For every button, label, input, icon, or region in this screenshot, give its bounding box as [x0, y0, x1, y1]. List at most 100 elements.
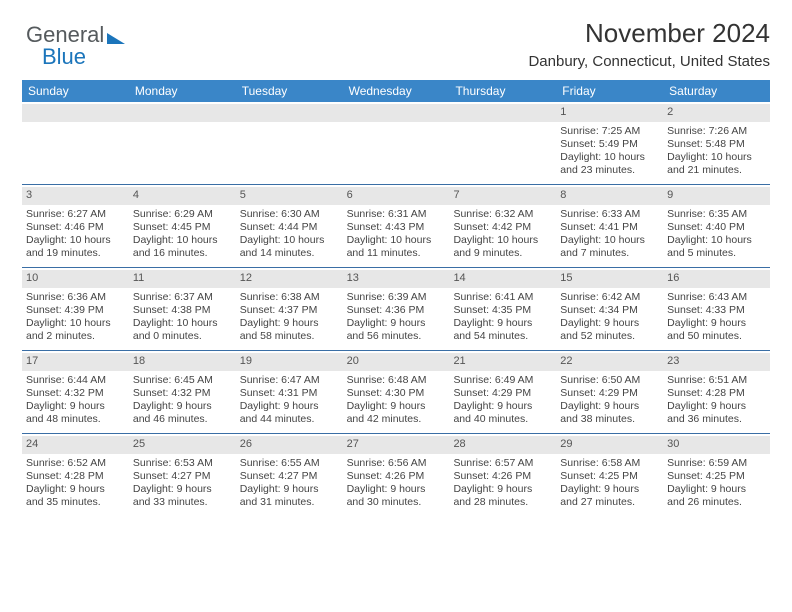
sunset-text: Sunset: 4:27 PM — [133, 470, 232, 483]
calendar-cell — [129, 102, 236, 184]
sunrise-text: Sunrise: 6:42 AM — [560, 291, 659, 304]
sunrise-text: Sunrise: 6:27 AM — [26, 208, 125, 221]
day-number: 16 — [663, 270, 770, 288]
daylight-text: Daylight: 9 hours and 40 minutes. — [453, 400, 552, 426]
day-number: 13 — [343, 270, 450, 288]
sunset-text: Sunset: 4:33 PM — [667, 304, 766, 317]
day-number: 10 — [22, 270, 129, 288]
sunset-text: Sunset: 4:29 PM — [560, 387, 659, 400]
daylight-text: Daylight: 9 hours and 31 minutes. — [240, 483, 339, 509]
dayhead-sun: Sunday — [22, 80, 129, 102]
sunset-text: Sunset: 4:28 PM — [667, 387, 766, 400]
calendar-cell: 11Sunrise: 6:37 AMSunset: 4:38 PMDayligh… — [129, 268, 236, 350]
calendar-cell: 14Sunrise: 6:41 AMSunset: 4:35 PMDayligh… — [449, 268, 556, 350]
daylight-text: Daylight: 9 hours and 42 minutes. — [347, 400, 446, 426]
daylight-text: Daylight: 9 hours and 52 minutes. — [560, 317, 659, 343]
sunrise-text: Sunrise: 6:38 AM — [240, 291, 339, 304]
sunset-text: Sunset: 5:49 PM — [560, 138, 659, 151]
sunrise-text: Sunrise: 6:58 AM — [560, 457, 659, 470]
day-number: 11 — [129, 270, 236, 288]
daylight-text: Daylight: 10 hours and 16 minutes. — [133, 234, 232, 260]
calendar-cell: 7Sunrise: 6:32 AMSunset: 4:42 PMDaylight… — [449, 185, 556, 267]
day-number: 26 — [236, 436, 343, 454]
sunrise-text: Sunrise: 6:53 AM — [133, 457, 232, 470]
sunset-text: Sunset: 4:31 PM — [240, 387, 339, 400]
calendar-cell: 2Sunrise: 7:26 AMSunset: 5:48 PMDaylight… — [663, 102, 770, 184]
calendar-cell: 3Sunrise: 6:27 AMSunset: 4:46 PMDaylight… — [22, 185, 129, 267]
calendar-cell: 8Sunrise: 6:33 AMSunset: 4:41 PMDaylight… — [556, 185, 663, 267]
calendar-cell — [449, 102, 556, 184]
sunset-text: Sunset: 4:44 PM — [240, 221, 339, 234]
day-number: 14 — [449, 270, 556, 288]
sunrise-text: Sunrise: 6:30 AM — [240, 208, 339, 221]
calendar-week: 1Sunrise: 7:25 AMSunset: 5:49 PMDaylight… — [22, 102, 770, 184]
daylight-text: Daylight: 9 hours and 38 minutes. — [560, 400, 659, 426]
calendar-cell: 12Sunrise: 6:38 AMSunset: 4:37 PMDayligh… — [236, 268, 343, 350]
calendar-cell: 21Sunrise: 6:49 AMSunset: 4:29 PMDayligh… — [449, 351, 556, 433]
sunrise-text: Sunrise: 6:39 AM — [347, 291, 446, 304]
sunrise-text: Sunrise: 6:37 AM — [133, 291, 232, 304]
calendar-cell: 5Sunrise: 6:30 AMSunset: 4:44 PMDaylight… — [236, 185, 343, 267]
day-number: 5 — [236, 187, 343, 205]
calendar-cell: 26 Sunrise: 6:55 AMSunset: 4:27 PMDayligh… — [236, 434, 343, 516]
sunset-text: Sunset: 4:27 PM — [240, 470, 339, 483]
day-number: 29 — [556, 436, 663, 454]
daylight-text: Daylight: 9 hours and 46 minutes. — [133, 400, 232, 426]
sunset-text: Sunset: 4:29 PM — [453, 387, 552, 400]
calendar-body: 1Sunrise: 7:25 AMSunset: 5:49 PMDaylight… — [22, 102, 770, 516]
sunrise-text: Sunrise: 6:56 AM — [347, 457, 446, 470]
sunrise-text: Sunrise: 7:26 AM — [667, 125, 766, 138]
day-number: 21 — [449, 353, 556, 371]
calendar-cell: 15Sunrise: 6:42 AMSunset: 4:34 PMDayligh… — [556, 268, 663, 350]
sunset-text: Sunset: 4:26 PM — [347, 470, 446, 483]
calendar-week: 3 Sunrise: 6:27 AMSunset: 4:46 PM Daylight… — [22, 184, 770, 267]
daylight-text: Daylight: 10 hours and 23 minutes. — [560, 151, 659, 177]
calendar-week: 24Sunrise: 6:52 AMSunset: 4:28 PMDayligh… — [22, 433, 770, 516]
day-number: 17 — [22, 353, 129, 371]
daylight-text: Daylight: 10 hours and 11 minutes. — [347, 234, 446, 260]
day-number: 18 — [129, 353, 236, 371]
sunrise-text: Sunrise: 6:29 AM — [133, 208, 232, 221]
calendar: Sunday Monday Tuesday Wednesday Thursday… — [22, 80, 770, 516]
day-number: 22 — [556, 353, 663, 371]
day-number: 24 — [22, 436, 129, 454]
day-number — [343, 104, 450, 122]
calendar-cell: 13Sunrise: 6:39 AMSunset: 4:36 PMDayligh… — [343, 268, 450, 350]
calendar-cell — [236, 102, 343, 184]
daylight-text: Daylight: 9 hours and 33 minutes. — [133, 483, 232, 509]
sunset-text: Sunset: 4:32 PM — [26, 387, 125, 400]
logo-line2: Blue — [42, 44, 86, 70]
day-number — [22, 104, 129, 122]
calendar-cell: 22Sunrise: 6:50 AMSunset: 4:29 PMDayligh… — [556, 351, 663, 433]
calendar-cell: 30Sunrise: 6:59 AMSunset: 4:25 PMDayligh… — [663, 434, 770, 516]
sunset-text: Sunset: 4:38 PM — [133, 304, 232, 317]
logo-triangle-icon — [107, 33, 125, 44]
sunset-text: Sunset: 4:46 PM — [26, 221, 125, 234]
sunset-text: Sunset: 4:25 PM — [560, 470, 659, 483]
daylight-text: Daylight: 9 hours and 56 minutes. — [347, 317, 446, 343]
daylight-text: Daylight: 10 hours and 9 minutes. — [453, 234, 552, 260]
sunrise-text: Sunrise: 6:47 AM — [240, 374, 339, 387]
sunset-text: Sunset: 4:45 PM — [133, 221, 232, 234]
calendar-day-header: Sunday Monday Tuesday Wednesday Thursday… — [22, 80, 770, 102]
sunset-text: Sunset: 4:37 PM — [240, 304, 339, 317]
daylight-text: Daylight: 10 hours and 5 minutes. — [667, 234, 766, 260]
day-number: 15 — [556, 270, 663, 288]
calendar-cell: 23Sunrise: 6:51 AMSunset: 4:28 PMDayligh… — [663, 351, 770, 433]
calendar-cell: 19Sunrise: 6:47 AMSunset: 4:31 PMDayligh… — [236, 351, 343, 433]
sunset-text: Sunset: 4:32 PM — [133, 387, 232, 400]
calendar-cell — [22, 102, 129, 184]
day-number: 3 — [22, 187, 129, 205]
calendar-cell: 20Sunrise: 6:48 AMSunset: 4:30 PMDayligh… — [343, 351, 450, 433]
day-number: 1 — [556, 104, 663, 122]
sunset-text: Sunset: 4:26 PM — [453, 470, 552, 483]
sunset-text: Sunset: 4:41 PM — [560, 221, 659, 234]
day-number — [129, 104, 236, 122]
sunset-text: Sunset: 4:40 PM — [667, 221, 766, 234]
day-number: 20 — [343, 353, 450, 371]
sunset-text: Sunset: 4:43 PM — [347, 221, 446, 234]
sunset-text: Sunset: 4:35 PM — [453, 304, 552, 317]
day-number: 28 — [449, 436, 556, 454]
day-number: 8 — [556, 187, 663, 205]
sunrise-text: Sunrise: 6:55 AM — [240, 457, 339, 470]
